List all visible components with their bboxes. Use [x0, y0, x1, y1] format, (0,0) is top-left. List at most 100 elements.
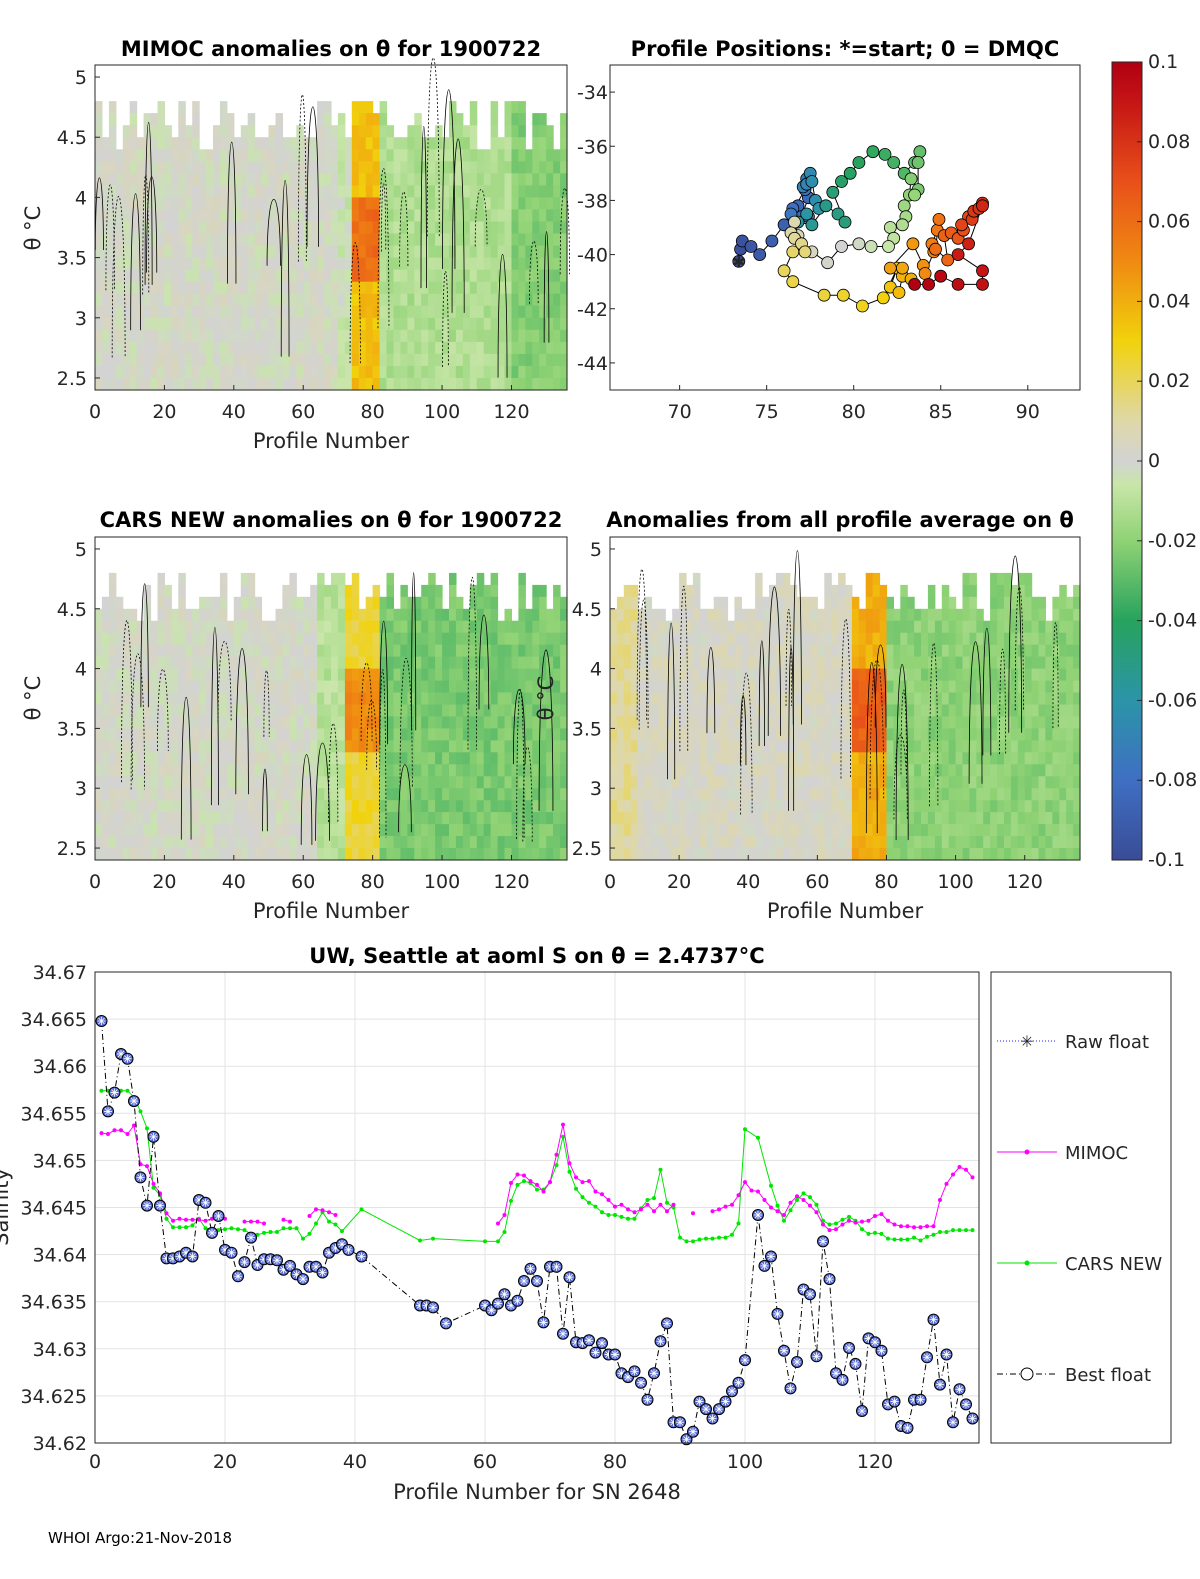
heat-cell [164, 752, 172, 765]
heat-cell [721, 633, 729, 646]
heat-cell [289, 812, 297, 825]
heat-cell [158, 113, 166, 126]
heat-cell [532, 366, 540, 379]
heat-cell [456, 836, 464, 849]
heat-cell [990, 812, 998, 825]
heat-cell [700, 728, 708, 741]
heat-cell [707, 609, 715, 622]
heat-cell [248, 597, 256, 610]
heat-cell [484, 246, 492, 259]
heat-cell [949, 764, 957, 777]
heat-cell [498, 633, 506, 646]
heat-cell [997, 836, 1005, 849]
heat-cell [421, 645, 429, 658]
heat-cell [282, 161, 290, 174]
heat-cell [282, 848, 290, 861]
heat-cell [797, 788, 805, 801]
heat-cell [928, 585, 936, 598]
heat-cell [449, 378, 457, 391]
track-point [893, 287, 905, 299]
heat-cell [624, 848, 632, 861]
heat-cell [484, 378, 492, 391]
heat-cell [449, 693, 457, 706]
heat-cell [762, 764, 770, 777]
heat-cell [102, 669, 110, 682]
heat-cell [95, 776, 103, 789]
heat-cell [963, 597, 971, 610]
heat-cell [227, 788, 235, 801]
heat-cell [213, 282, 221, 295]
heat-cell [645, 740, 653, 753]
heat-cell [109, 800, 117, 813]
heat-cell [456, 209, 464, 222]
heat-cell [144, 234, 152, 247]
heat-cell [206, 197, 214, 210]
heat-cell [137, 752, 145, 765]
heat-cell [518, 848, 526, 861]
heat-cell [151, 366, 159, 379]
heat-cell [185, 137, 193, 150]
heat-cell [935, 740, 943, 753]
heat-cell [741, 776, 749, 789]
heat-cell [728, 812, 736, 825]
cars-new-point [776, 1204, 780, 1208]
heat-cell [477, 764, 485, 777]
heat-cell [366, 657, 374, 670]
heat-cell [997, 752, 1005, 765]
heat-cell [873, 621, 881, 634]
heat-cell [532, 740, 540, 753]
heat-cell [331, 197, 339, 210]
heat-cell [338, 185, 346, 198]
heat-cell [797, 752, 805, 765]
heat-cell [178, 645, 186, 658]
heat-cell [512, 330, 520, 343]
cars-new-point [314, 1222, 318, 1226]
heat-cell [900, 812, 908, 825]
heat-cell [262, 294, 270, 307]
heat-cell [151, 294, 159, 307]
heat-cell [762, 788, 770, 801]
heat-cell [755, 788, 763, 801]
heat-cell [1066, 848, 1074, 861]
heat-cell [220, 137, 228, 150]
heat-cell [610, 693, 618, 706]
heat-cell [1059, 848, 1067, 861]
heat-cell [206, 294, 214, 307]
heat-cell [983, 824, 991, 837]
heat-cell [560, 788, 568, 801]
heat-cell [532, 657, 540, 670]
heat-cell [617, 800, 625, 813]
heat-cell [137, 222, 145, 235]
heat-cell [102, 161, 110, 174]
heat-cell [963, 824, 971, 837]
heat-cell [144, 645, 152, 658]
heat-cell [525, 740, 533, 753]
track-point [963, 238, 975, 250]
heat-cell [1059, 728, 1067, 741]
heat-cell [817, 716, 825, 729]
heat-cell [532, 318, 540, 331]
heat-cell [206, 716, 214, 729]
heat-cell [525, 161, 533, 174]
heat-cell [831, 645, 839, 658]
heat-cell [206, 378, 214, 391]
heat-cell [560, 378, 568, 391]
heat-cell [345, 597, 353, 610]
heat-cell [192, 669, 200, 682]
heat-cell [914, 812, 922, 825]
heat-cell [116, 633, 124, 646]
heat-cell [755, 752, 763, 765]
heat-cell [824, 740, 832, 753]
heat-cell [296, 125, 304, 138]
heat-cell [491, 800, 499, 813]
heat-cell [845, 824, 853, 837]
heat-cell [700, 776, 708, 789]
heat-cell [255, 306, 263, 319]
heat-cell [907, 681, 915, 694]
heat-cell [373, 197, 381, 210]
heat-cell [116, 716, 124, 729]
heat-cell [255, 788, 263, 801]
heat-cell [956, 800, 964, 813]
heat-cell [102, 657, 110, 670]
